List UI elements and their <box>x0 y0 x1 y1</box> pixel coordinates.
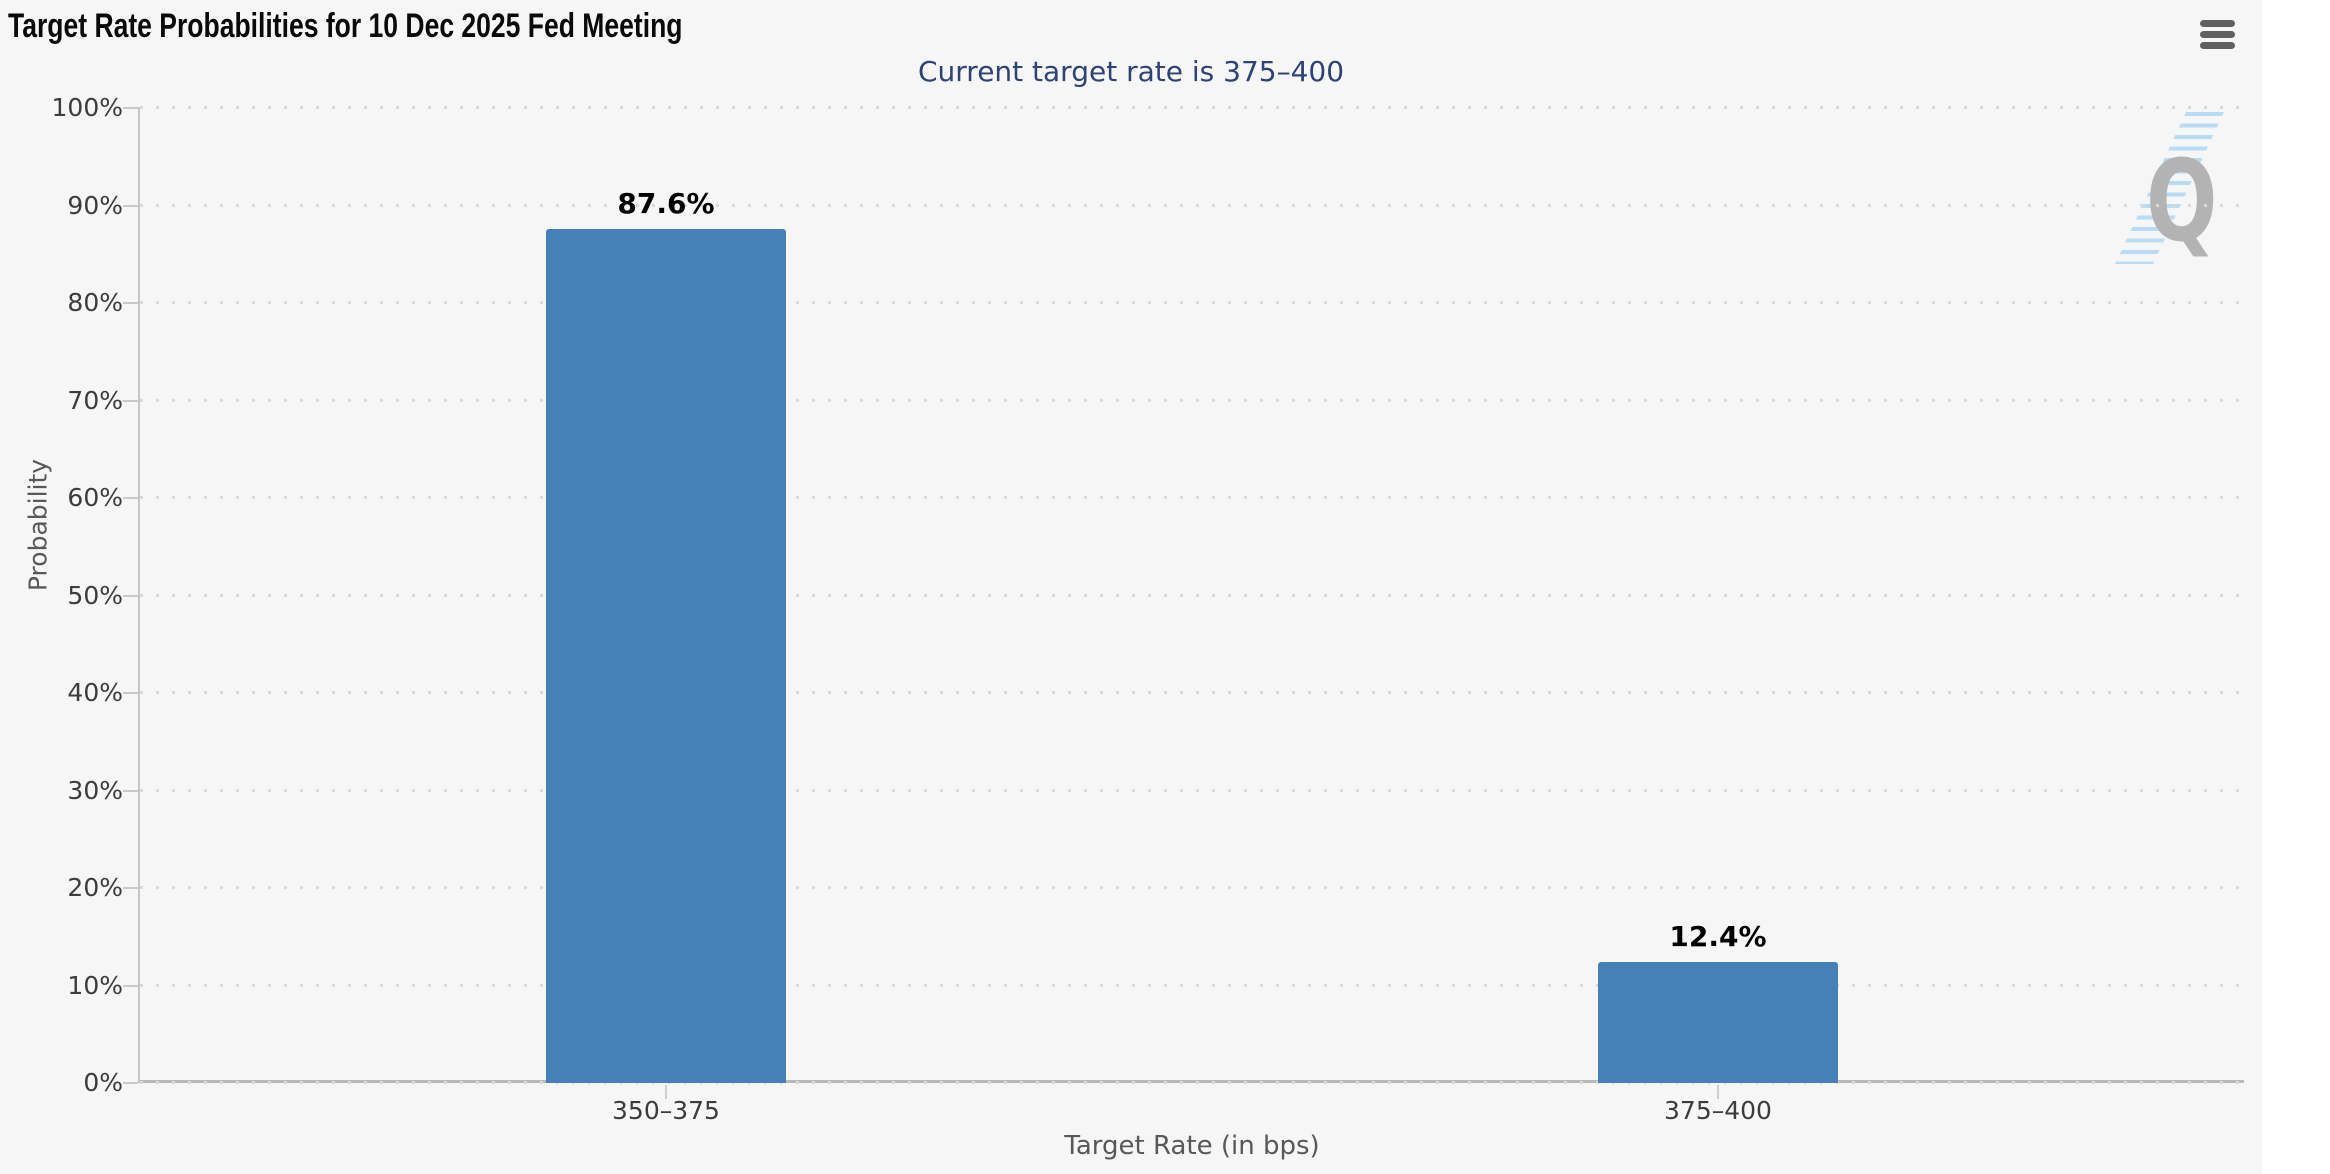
x-axis-label: 350–375 <box>612 1096 720 1125</box>
y-axis-tick <box>123 692 138 694</box>
y-axis-label: 90% <box>67 190 123 220</box>
y-axis-tick <box>123 204 138 207</box>
y-axis-label: 20% <box>67 873 123 902</box>
y-axis-tick <box>123 302 138 304</box>
y-axis-label: 40% <box>67 678 123 707</box>
gridline-80 <box>140 301 2244 304</box>
y-axis-tick <box>123 887 138 889</box>
gridline-20 <box>140 886 2244 889</box>
gridline-40 <box>140 691 2244 694</box>
chart-subtitle: Current target rate is 375–400 <box>917 55 1345 88</box>
y-axis-tick <box>123 1082 138 1084</box>
gridline-30 <box>140 788 2244 792</box>
y-axis-label: 100% <box>51 93 123 122</box>
fedwatch-probability-chart: Target Rate Probabilities for 10 Dec 202… <box>8 6 2244 1161</box>
quikstrike-watermark-icon: Q <box>2146 137 2218 267</box>
gridline-70 <box>140 398 2244 402</box>
gridline-10 <box>140 983 2244 987</box>
y-axis-label: 10% <box>67 970 123 1000</box>
x-axis-tick <box>665 1085 667 1099</box>
column-bar[interactable] <box>546 228 786 1083</box>
y-axis-title: Probability <box>23 458 53 592</box>
y-axis-tick <box>123 497 138 499</box>
gridline-90 <box>140 203 2244 207</box>
y-axis-label: 50% <box>67 580 123 610</box>
x-axis-tick <box>1717 1085 1719 1099</box>
gridline-0 <box>140 1081 2244 1084</box>
chart-export-menu-button[interactable] <box>2194 12 2242 56</box>
y-axis-label: 80% <box>67 288 123 317</box>
gridline-100 <box>140 106 2244 109</box>
column-bar[interactable] <box>1598 962 1838 1083</box>
y-axis-tick <box>123 399 138 402</box>
gridline-60 <box>140 496 2244 499</box>
y-axis-tick <box>123 984 138 987</box>
y-axis-tick <box>123 107 138 109</box>
bar-value-label: 87.6% <box>617 186 715 220</box>
x-axis-label: 375–400 <box>1664 1096 1772 1125</box>
chart-title: Target Rate Probabilities for 10 Dec 202… <box>8 6 683 46</box>
y-axis-tick <box>123 594 138 597</box>
bar-value-label: 12.4% <box>1669 920 1767 954</box>
x-axis-title: Target Rate (in bps) <box>1064 1131 1320 1161</box>
y-axis-label: 70% <box>67 385 123 415</box>
y-axis-label: 30% <box>67 775 123 805</box>
hamburger-menu-icon <box>2200 30 2235 38</box>
gridline-50 <box>140 593 2244 597</box>
y-axis-tick <box>123 789 138 792</box>
y-axis-label: 0% <box>83 1068 123 1097</box>
hamburger-menu-icon <box>2200 41 2235 49</box>
hamburger-menu-icon <box>2200 19 2235 27</box>
chart-title-text: Target Rate Probabilities for 10 Dec 202… <box>8 7 683 45</box>
y-axis-label: 60% <box>67 483 123 512</box>
